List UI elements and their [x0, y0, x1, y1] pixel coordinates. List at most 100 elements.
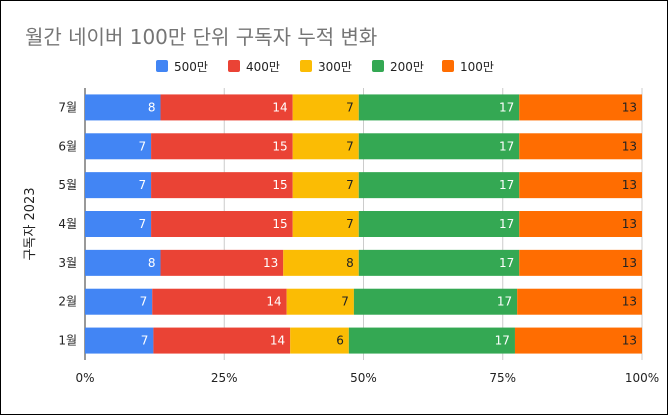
- y-tick-label: 2월: [58, 295, 77, 309]
- legend-swatch: [300, 60, 312, 72]
- data-label: 6: [336, 334, 344, 348]
- bar-segment: [153, 327, 291, 354]
- data-label: 13: [622, 139, 637, 153]
- bar-segment: [517, 288, 642, 315]
- bar-segment: [292, 94, 359, 121]
- data-label: 13: [622, 217, 637, 231]
- data-label: 13: [622, 178, 637, 192]
- bar-segment: [292, 211, 359, 237]
- y-tick-label: 4월: [58, 217, 77, 231]
- bar-segment: [358, 94, 520, 121]
- legend-label: 200만: [390, 59, 424, 74]
- bar-segment: [290, 327, 349, 354]
- bar-segment: [353, 288, 518, 315]
- bar-segment: [85, 172, 152, 199]
- data-label: 7: [346, 217, 354, 231]
- data-label: 8: [148, 256, 156, 270]
- data-label: 13: [622, 334, 637, 348]
- data-label: 14: [272, 100, 287, 114]
- bar-segment: [292, 172, 359, 199]
- legend-item: 100만: [442, 56, 494, 76]
- bar-segment: [519, 94, 642, 121]
- chart-title: 월간 네이버 100만 단위 구독자 누적 변화: [25, 25, 378, 49]
- bar-segment: [85, 327, 154, 354]
- y-axis-title: 구독자 2023: [23, 187, 38, 260]
- data-label: 17: [499, 217, 514, 231]
- data-label: 13: [263, 256, 278, 270]
- data-label: 13: [622, 100, 637, 114]
- bar-segment: [85, 288, 153, 315]
- data-label: 7: [140, 295, 148, 309]
- data-label: 8: [148, 100, 156, 114]
- data-label: 14: [266, 295, 281, 309]
- y-tick-label: 1월: [58, 334, 77, 348]
- legend-swatch: [156, 60, 168, 72]
- bar-segment: [358, 172, 520, 199]
- data-label: 17: [499, 139, 514, 153]
- bar-segment: [519, 172, 642, 199]
- y-tick-label: 7월: [58, 100, 77, 114]
- bar-segment: [358, 133, 520, 160]
- data-label: 15: [272, 139, 287, 153]
- bar-segment: [151, 211, 293, 237]
- data-label: 13: [622, 256, 637, 270]
- bar-segment: [514, 327, 642, 354]
- data-label: 7: [346, 139, 354, 153]
- data-label: 13: [622, 295, 637, 309]
- bar-segment: [160, 249, 284, 276]
- legend-item: 200만: [372, 56, 424, 76]
- bar-segment: [292, 133, 359, 160]
- data-label: 17: [499, 256, 514, 270]
- bar-segment: [519, 133, 642, 160]
- bar-segment: [519, 211, 642, 237]
- bar-segment: [85, 133, 152, 160]
- x-tick-label: 50%: [350, 371, 377, 385]
- data-label: 17: [499, 178, 514, 192]
- bar-segment: [85, 94, 161, 121]
- legend-swatch: [372, 60, 384, 72]
- bar-segment: [151, 133, 293, 160]
- data-label: 7: [346, 100, 354, 114]
- data-label: 7: [138, 217, 146, 231]
- data-label: 17: [495, 334, 510, 348]
- data-label: 7: [138, 139, 146, 153]
- data-label: 14: [270, 334, 285, 348]
- legend-swatch: [442, 60, 454, 72]
- bar-segment: [348, 327, 515, 354]
- bar-segment: [283, 249, 359, 276]
- bar-segment: [151, 172, 293, 199]
- data-label: 15: [272, 178, 287, 192]
- bar-segment: [519, 249, 642, 276]
- data-label: 7: [138, 178, 146, 192]
- legend-item: 300만: [300, 56, 352, 76]
- data-label: 17: [499, 100, 514, 114]
- x-tick-label: 25%: [211, 371, 238, 385]
- data-label: 15: [272, 217, 287, 231]
- x-tick-label: 0%: [75, 371, 94, 385]
- legend-label: 100만: [460, 59, 494, 74]
- x-tick-label: 100%: [625, 371, 659, 385]
- legend-item: 500만: [156, 56, 208, 76]
- legend: 500만 400만 300만 200만 100만: [1, 56, 668, 76]
- data-label: 17: [497, 295, 512, 309]
- y-tick-label: 6월: [58, 139, 77, 153]
- x-tick-label: 75%: [489, 371, 516, 385]
- data-label: 8: [346, 256, 354, 270]
- y-tick-label: 3월: [58, 256, 77, 270]
- bar-segment: [358, 249, 520, 276]
- legend-label: 300만: [318, 59, 352, 74]
- bar-segment: [286, 288, 354, 315]
- legend-swatch: [228, 60, 240, 72]
- data-label: 7: [141, 334, 149, 348]
- legend-label: 500만: [174, 59, 208, 74]
- legend-item: 400만: [228, 56, 280, 76]
- bar-segment: [358, 211, 520, 237]
- y-tick-label: 5월: [58, 178, 77, 192]
- bar-segment: [85, 249, 161, 276]
- bar-segment: [160, 94, 293, 121]
- data-label: 7: [341, 295, 349, 309]
- legend-label: 400만: [246, 59, 280, 74]
- bar-segment: [85, 211, 152, 237]
- data-label: 7: [346, 178, 354, 192]
